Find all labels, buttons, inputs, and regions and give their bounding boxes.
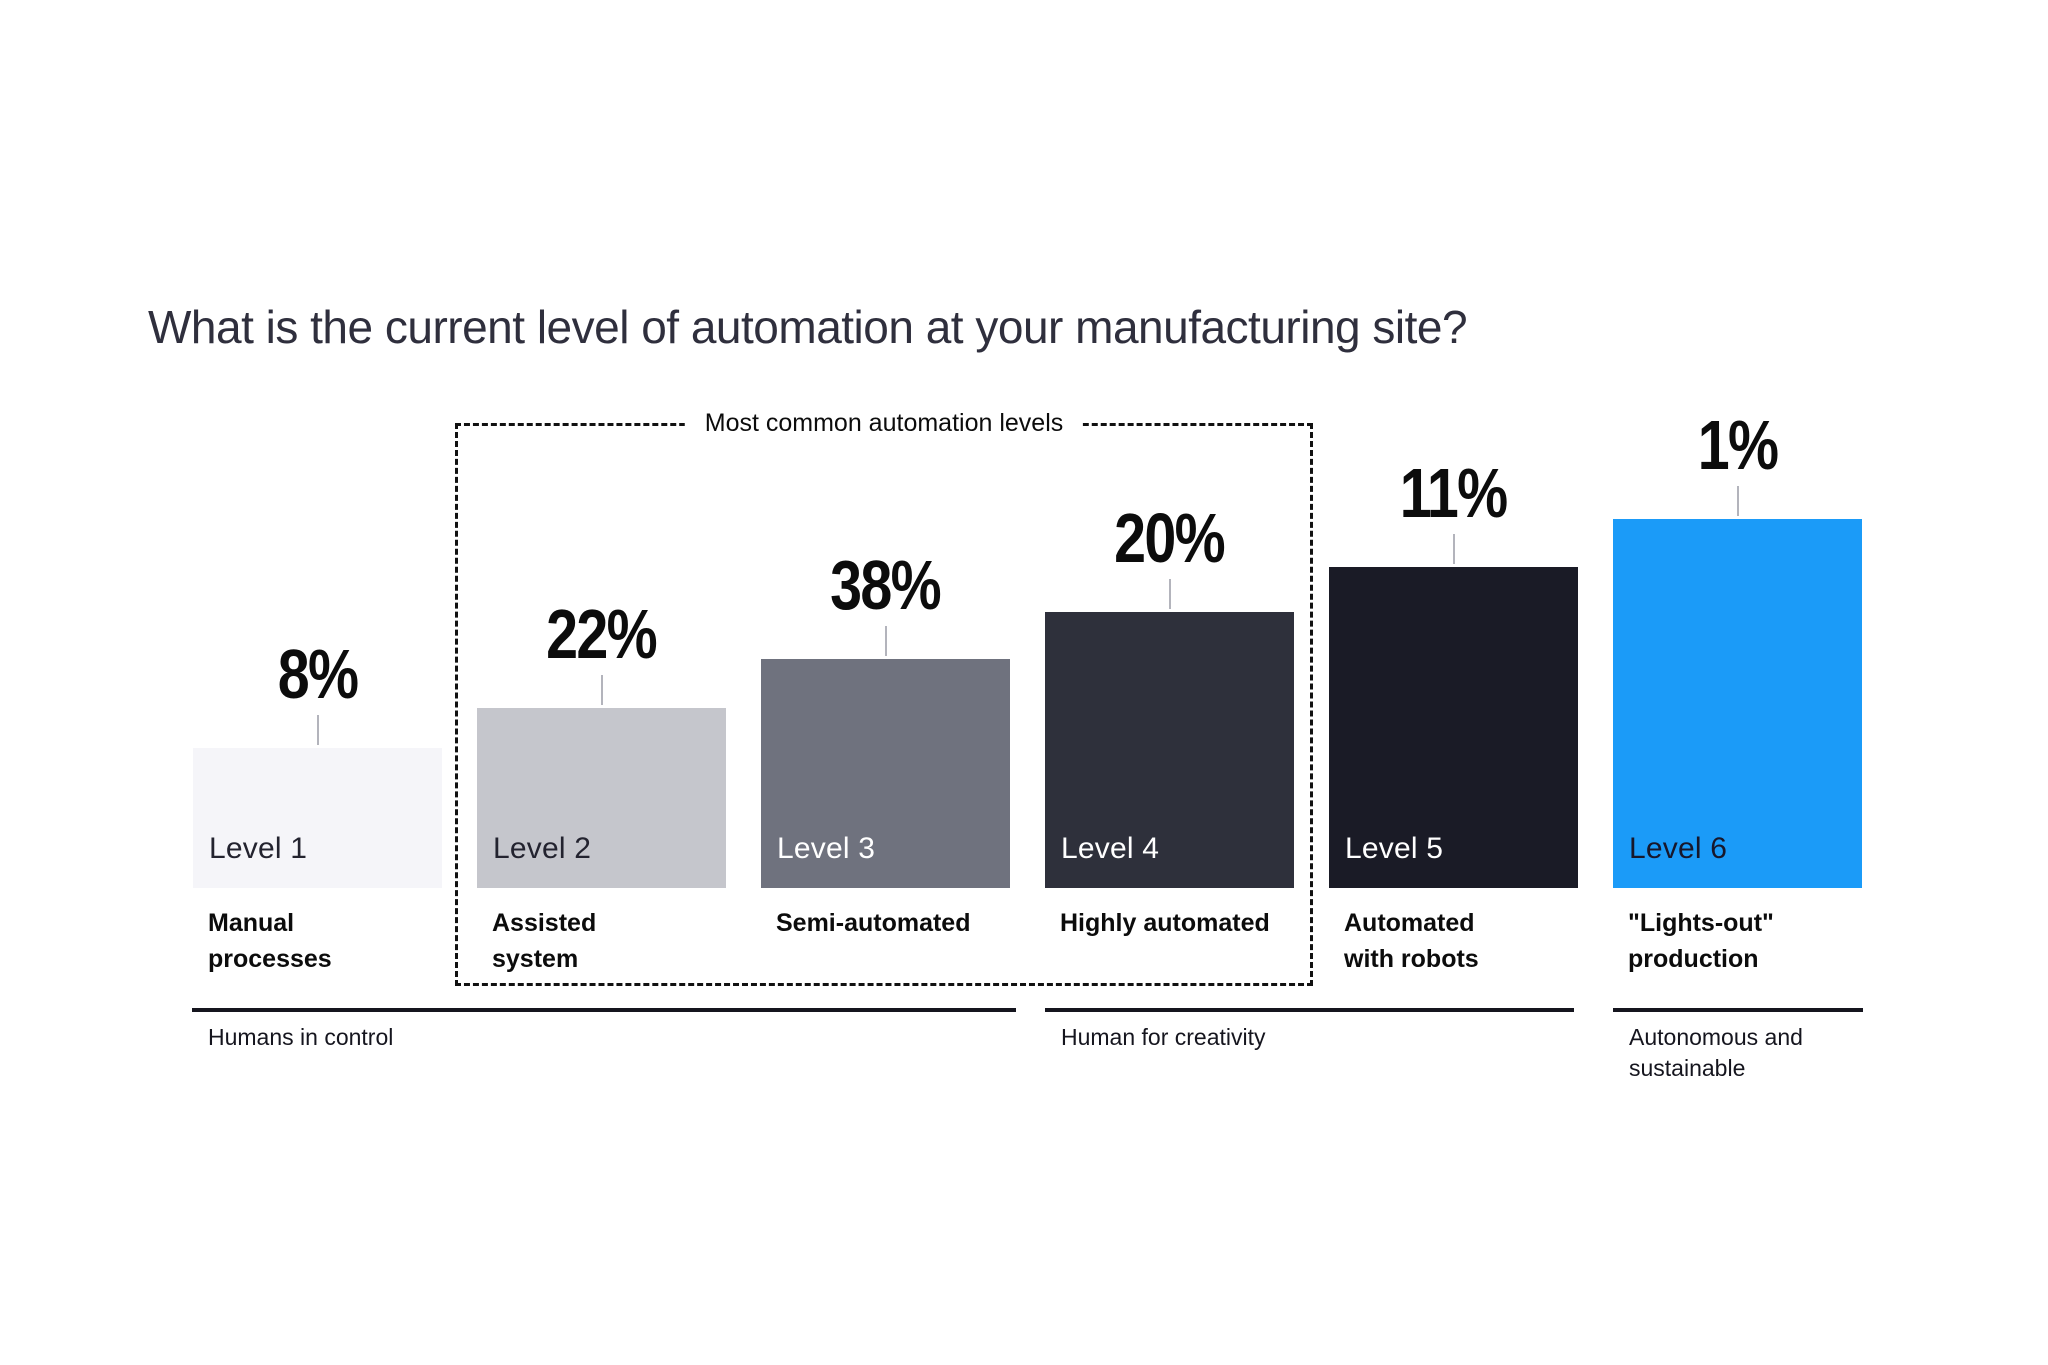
group-rule-human-for-creativity: Human for creativity — [1045, 1008, 1574, 1053]
callout-tick-line — [1736, 486, 1739, 516]
bar-level-3: Level 3 — [761, 659, 1010, 888]
callout-tick-line — [1168, 579, 1171, 609]
most-common-levels-box: Most common automation levels — [455, 409, 1313, 986]
bar-column-level-6: 1% Level 6 "Lights-out" production — [1613, 410, 1862, 973]
value-callout: 8% — [193, 639, 442, 745]
percent-label: 20% — [1114, 499, 1227, 577]
value-callout: 11% — [1329, 458, 1578, 564]
bar-level-4: Level 4 — [1045, 612, 1294, 888]
callout-tick-line — [316, 715, 319, 745]
bar-level-1: Level 1 — [193, 748, 442, 888]
bar-level-label: Level 2 — [493, 832, 592, 865]
bar-level-2: Level 2 — [477, 708, 726, 888]
percent-label: 11% — [1400, 454, 1508, 532]
bar-column-level-4: 20% Level 4 Highly automated — [1045, 420, 1294, 937]
value-callout: 22% — [477, 599, 726, 705]
group-label: Humans in control — [208, 1024, 394, 1050]
bar-description: "Lights-out" production — [1628, 909, 1774, 973]
chart-title: What is the current level of automation … — [148, 301, 1468, 353]
bar-column-level-5: 11% Level 5 Automated with robots — [1329, 420, 1578, 973]
callout-tick-line — [1452, 534, 1455, 564]
bar-level-label: Level 1 — [209, 832, 308, 865]
group-label: Autonomous and sustainable — [1629, 1024, 1803, 1082]
value-callout: 20% — [1045, 503, 1294, 609]
percent-label: 1% — [1697, 406, 1779, 484]
value-callout: 38% — [761, 550, 1010, 656]
bar-description: Semi-automated — [776, 909, 971, 937]
percent-label: 8% — [277, 635, 359, 713]
value-callout: 1% — [1613, 410, 1862, 516]
most-common-levels-box-label: Most common automation levels — [684, 409, 1084, 438]
bar-column-level-1: 8% Level 1 Manual processes — [193, 420, 442, 973]
bar-level-5: Level 5 — [1329, 567, 1578, 888]
group-label: Human for creativity — [1061, 1024, 1266, 1050]
percent-label: 22% — [546, 595, 659, 673]
bar-description: Manual processes — [208, 909, 332, 973]
bar-column-level-3: 38% Level 3 Semi-automated — [761, 420, 1010, 937]
percent-label: 38% — [830, 546, 943, 624]
callout-tick-line — [600, 675, 603, 705]
bar-description: Assisted system — [492, 909, 597, 973]
bar-description: Automated with robots — [1344, 909, 1479, 973]
callout-tick-line — [884, 626, 887, 656]
bar-level-6: Level 6 — [1613, 519, 1862, 888]
bar-level-label: Level 6 — [1629, 832, 1728, 865]
bar-level-label: Level 5 — [1345, 832, 1444, 865]
bar-level-label: Level 4 — [1061, 832, 1160, 865]
bar-level-label: Level 3 — [777, 832, 876, 865]
bar-column-level-2: 22% Level 2 Assisted system — [477, 420, 726, 973]
group-rule-humans-in-control: Humans in control — [192, 1008, 1016, 1053]
group-rule-autonomous-and-sustainable: Autonomous and sustainable — [1613, 1008, 1863, 1084]
bar-description: Highly automated — [1060, 909, 1270, 937]
